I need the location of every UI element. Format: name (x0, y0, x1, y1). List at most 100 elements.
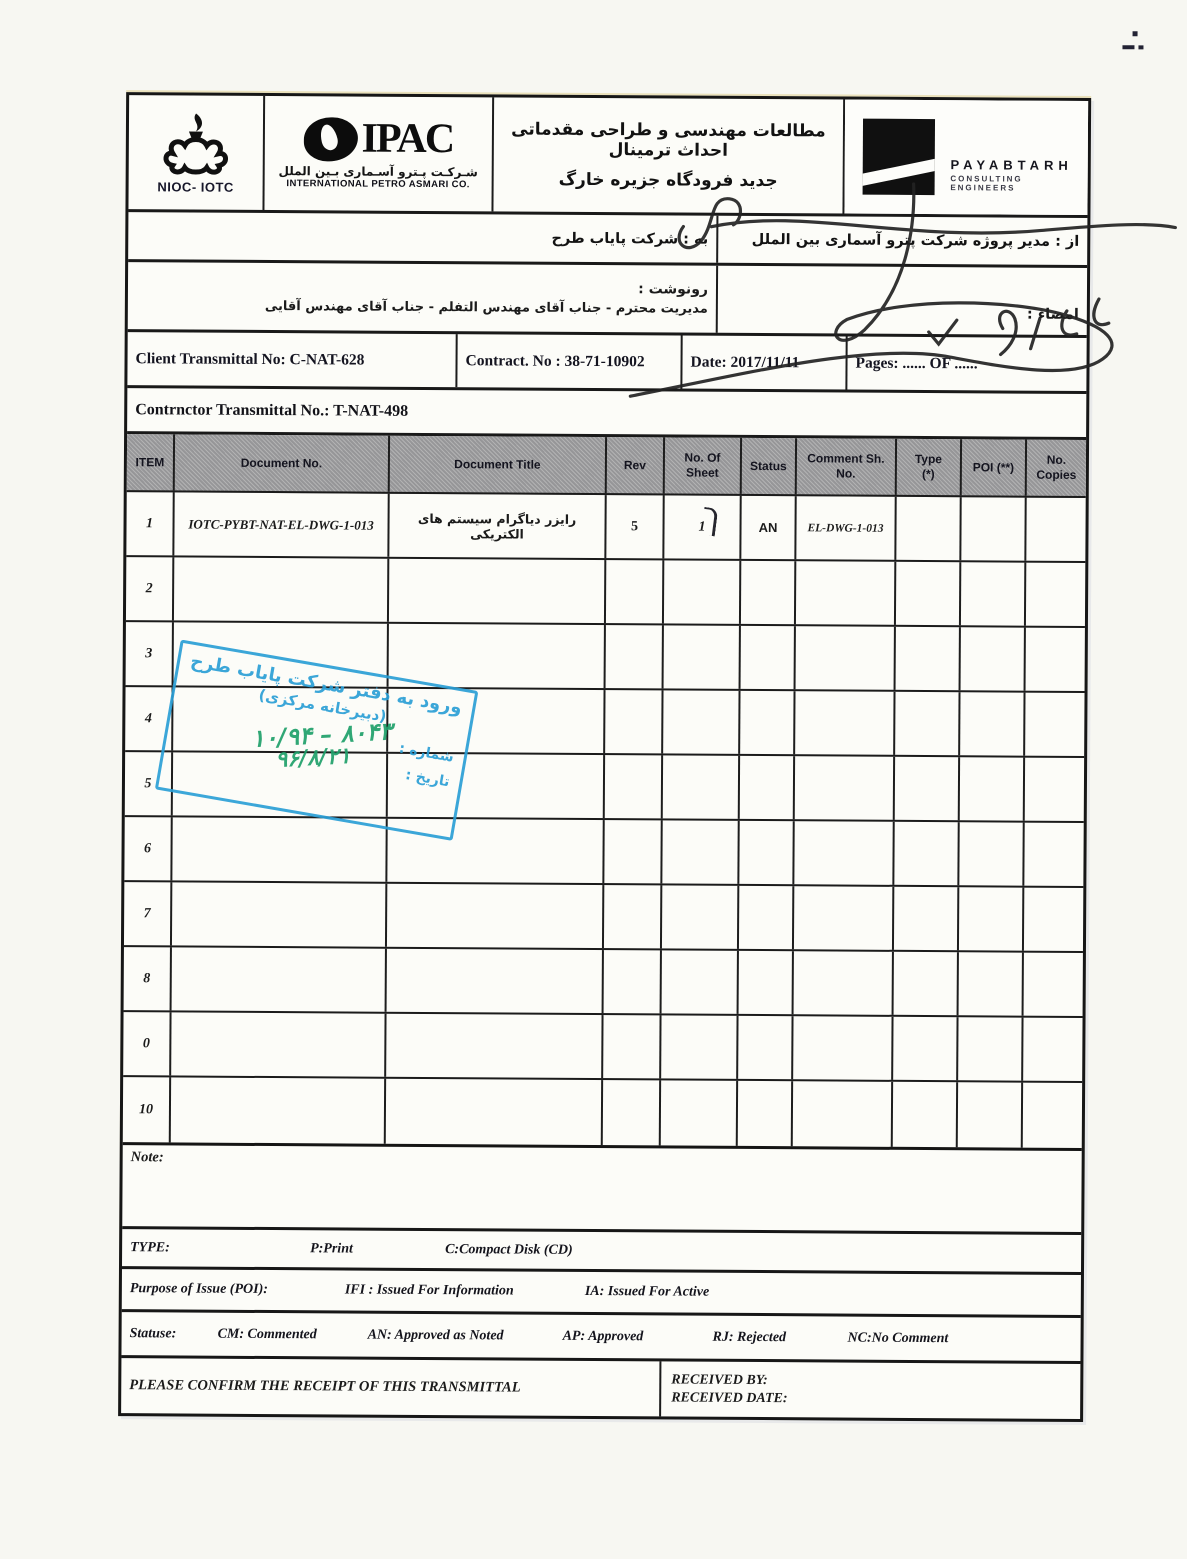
payabtarh-logo-cell: PAYABTARH CONSULTING ENGINEERS (844, 99, 1089, 216)
ipac-droplet-icon (303, 117, 358, 162)
cell-sheets: 1 (664, 495, 742, 559)
nioc-label: NIOC- IOTC (157, 178, 234, 195)
project-title-cell: مطالعات مهندسی و طراحی مقدماتی احداث ترم… (493, 97, 846, 214)
cell-doc_no: IOTC-PYBT-NAT-EL-DWG-1-013 (174, 492, 390, 557)
cell-sheets (662, 755, 741, 819)
poi-legend-row: Purpose of Issue (POI): IFI : Issued For… (121, 1269, 1081, 1318)
column-header-copies: No. Copies (1036, 452, 1077, 482)
cell-copies (1025, 693, 1084, 756)
payabtarh-tagline: CONSULTING ENGINEERS (950, 173, 1023, 193)
poi-ia: IA: Issued For Active (584, 1283, 710, 1300)
cell-poi (960, 562, 1027, 626)
table-row: 2 (125, 557, 1086, 628)
cell-comment_sh_no (795, 561, 897, 625)
cell-doc_no (170, 1077, 387, 1144)
cell-type (893, 886, 960, 951)
cell-poi (961, 497, 1027, 561)
copy-to-cell: رونوشت : مدیریت محترم - جناب آقای مهندس … (127, 262, 719, 333)
cell-item: 2 (125, 557, 175, 621)
column-header-item: ITEM (126, 434, 176, 491)
cell-title: رایزر دیاگرام سیستم های الکتریکی (389, 493, 607, 559)
scan-artifact-dash (1122, 45, 1135, 50)
column-header-status: Status (741, 437, 798, 495)
date-field: Date: 2017/11/11 (682, 335, 848, 390)
cell-status (738, 1015, 794, 1080)
cell-poi (957, 1082, 1024, 1148)
nioc-flame-logo-icon (163, 113, 229, 175)
cell-comment_sh_no (793, 886, 895, 950)
cell-poi (959, 757, 1026, 821)
client-transmittal-no: Client Transmittal No: C-NAT-628 (127, 332, 458, 388)
cell-comment_sh_no (792, 1081, 894, 1147)
cell-type (895, 626, 961, 691)
cell-poi (958, 952, 1024, 1016)
cell-comment_sh_no (794, 821, 895, 885)
table-row: 10 (122, 1077, 1082, 1148)
scan-artifact-dot (1132, 31, 1138, 37)
cell-rev (604, 755, 664, 819)
ipac-logo-cell: IPAC شـرکـت پـترو آسـماری بـین الملل INT… (264, 95, 495, 212)
cell-doc_no (172, 817, 388, 882)
table-row: 1 IOTC-PYBT-NAT-EL-DWG-1-013 رایزر دیاگرام… (126, 492, 1086, 564)
cell-poi (960, 692, 1026, 756)
cell-status (739, 755, 796, 820)
cell-rev (603, 950, 662, 1014)
status-rj: RJ: Rejected (712, 1329, 787, 1345)
cell-title (386, 948, 604, 1014)
cell-copies (1023, 1018, 1082, 1081)
poi-label: Purpose of Issue (POI): (129, 1281, 268, 1298)
status-ap: AP: Approved (562, 1328, 644, 1344)
status-an: AN: Approved as Noted (367, 1327, 504, 1343)
table-row: 6 (124, 817, 1084, 888)
cell-copies (1024, 953, 1083, 1016)
cell-type (895, 691, 961, 756)
contract-no: Contract. No : 38-71-10902 (457, 334, 683, 389)
signature-cell: امضاء : (718, 266, 1087, 335)
confirmation-row: PLEASE CONFIRM THE RECEIPT OF THIS TRANS… (121, 1358, 1080, 1419)
cell-sheets (663, 560, 742, 624)
cell-copies (1025, 758, 1084, 821)
from-text: از : مدیر پروژه شرکت پترو آسماری بین الم… (751, 231, 1080, 250)
ipac-name-fa: شـرکـت پـترو آسـماری بـین الملل (278, 164, 478, 180)
cell-title (385, 1078, 604, 1146)
ipac-acronym: IPAC (361, 115, 454, 163)
cell-sheets (660, 1080, 739, 1146)
cell-copies (1024, 888, 1083, 951)
cell-item: 10 (122, 1077, 172, 1143)
cell-type (894, 821, 960, 886)
cell-type (895, 561, 962, 626)
type-print: P:Print (310, 1240, 353, 1257)
copy-value: مدیریت محترم - جناب آقای مهندس التفلم - … (264, 298, 708, 317)
copy-label: رونوشت : (638, 281, 709, 298)
stamp-date-label: تاریخ : (404, 766, 451, 790)
cell-copies (1026, 498, 1085, 561)
cell-status (738, 950, 794, 1015)
cell-comment_sh_no (793, 1016, 894, 1080)
cell-status (738, 885, 795, 950)
table-row: 8 (123, 947, 1083, 1018)
status-nc: NC:No Comment (847, 1330, 949, 1346)
column-header-title: Document Title (389, 435, 608, 494)
form-header: NIOC- IOTC IPAC شـرکـت پـترو آسـماری بـی… (128, 95, 1089, 219)
cell-rev: 5 (606, 495, 665, 559)
cell-status (737, 1080, 794, 1147)
cell-comment_sh_no (794, 756, 896, 820)
cell-poi (958, 1017, 1024, 1081)
cell-item: 6 (124, 817, 173, 881)
to-cell: به : شرکت پایاب طرح (128, 212, 719, 263)
table-body: 1 IOTC-PYBT-NAT-EL-DWG-1-013 رایزر دیاگرام… (122, 492, 1086, 1148)
cell-title (386, 1013, 604, 1079)
cell-doc_no (173, 557, 390, 622)
cell-rev (605, 625, 664, 689)
cell-item: 1 (126, 492, 175, 556)
status-label: Statuse: (129, 1325, 177, 1341)
type-legend-row: TYPE: P:Print C:Compact Disk (CD) (121, 1229, 1082, 1275)
transmittal-form: NIOC- IOTC IPAC شـرکـت پـترو آسـماری بـی… (118, 92, 1092, 1423)
cell-type (892, 1081, 959, 1148)
cell-title (388, 558, 607, 624)
ipac-name-en: INTERNATIONAL PETRO ASMARI CO. (286, 178, 470, 191)
project-title-line1: مطالعات مهندسی و طراحی مقدماتی احداث ترم… (511, 119, 826, 161)
cell-title (388, 623, 606, 689)
cell-comment_sh_no (795, 691, 896, 755)
cell-rev (604, 820, 663, 884)
